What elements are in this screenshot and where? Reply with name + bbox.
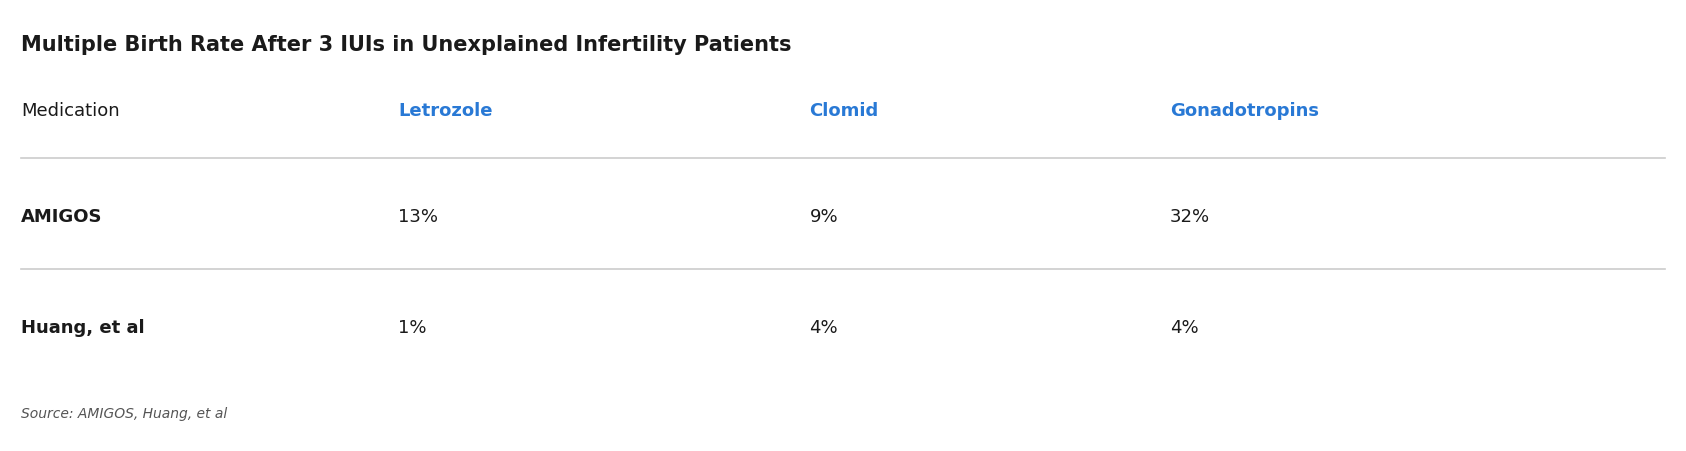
- Text: AMIGOS: AMIGOS: [20, 207, 103, 226]
- Text: Clomid: Clomid: [809, 101, 878, 120]
- Text: 9%: 9%: [809, 207, 838, 226]
- Text: Multiple Birth Rate After 3 IUIs in Unexplained Infertility Patients: Multiple Birth Rate After 3 IUIs in Unex…: [20, 35, 791, 55]
- Text: 4%: 4%: [1170, 318, 1199, 336]
- Text: 32%: 32%: [1170, 207, 1211, 226]
- Text: Letrozole: Letrozole: [398, 101, 492, 120]
- Text: Huang, et al: Huang, et al: [20, 318, 145, 336]
- Text: 13%: 13%: [398, 207, 438, 226]
- Text: 4%: 4%: [809, 318, 838, 336]
- Text: 1%: 1%: [398, 318, 427, 336]
- Text: Gonadotropins: Gonadotropins: [1170, 101, 1318, 120]
- Text: Medication: Medication: [20, 101, 120, 120]
- Text: Source: AMIGOS, Huang, et al: Source: AMIGOS, Huang, et al: [20, 406, 228, 420]
